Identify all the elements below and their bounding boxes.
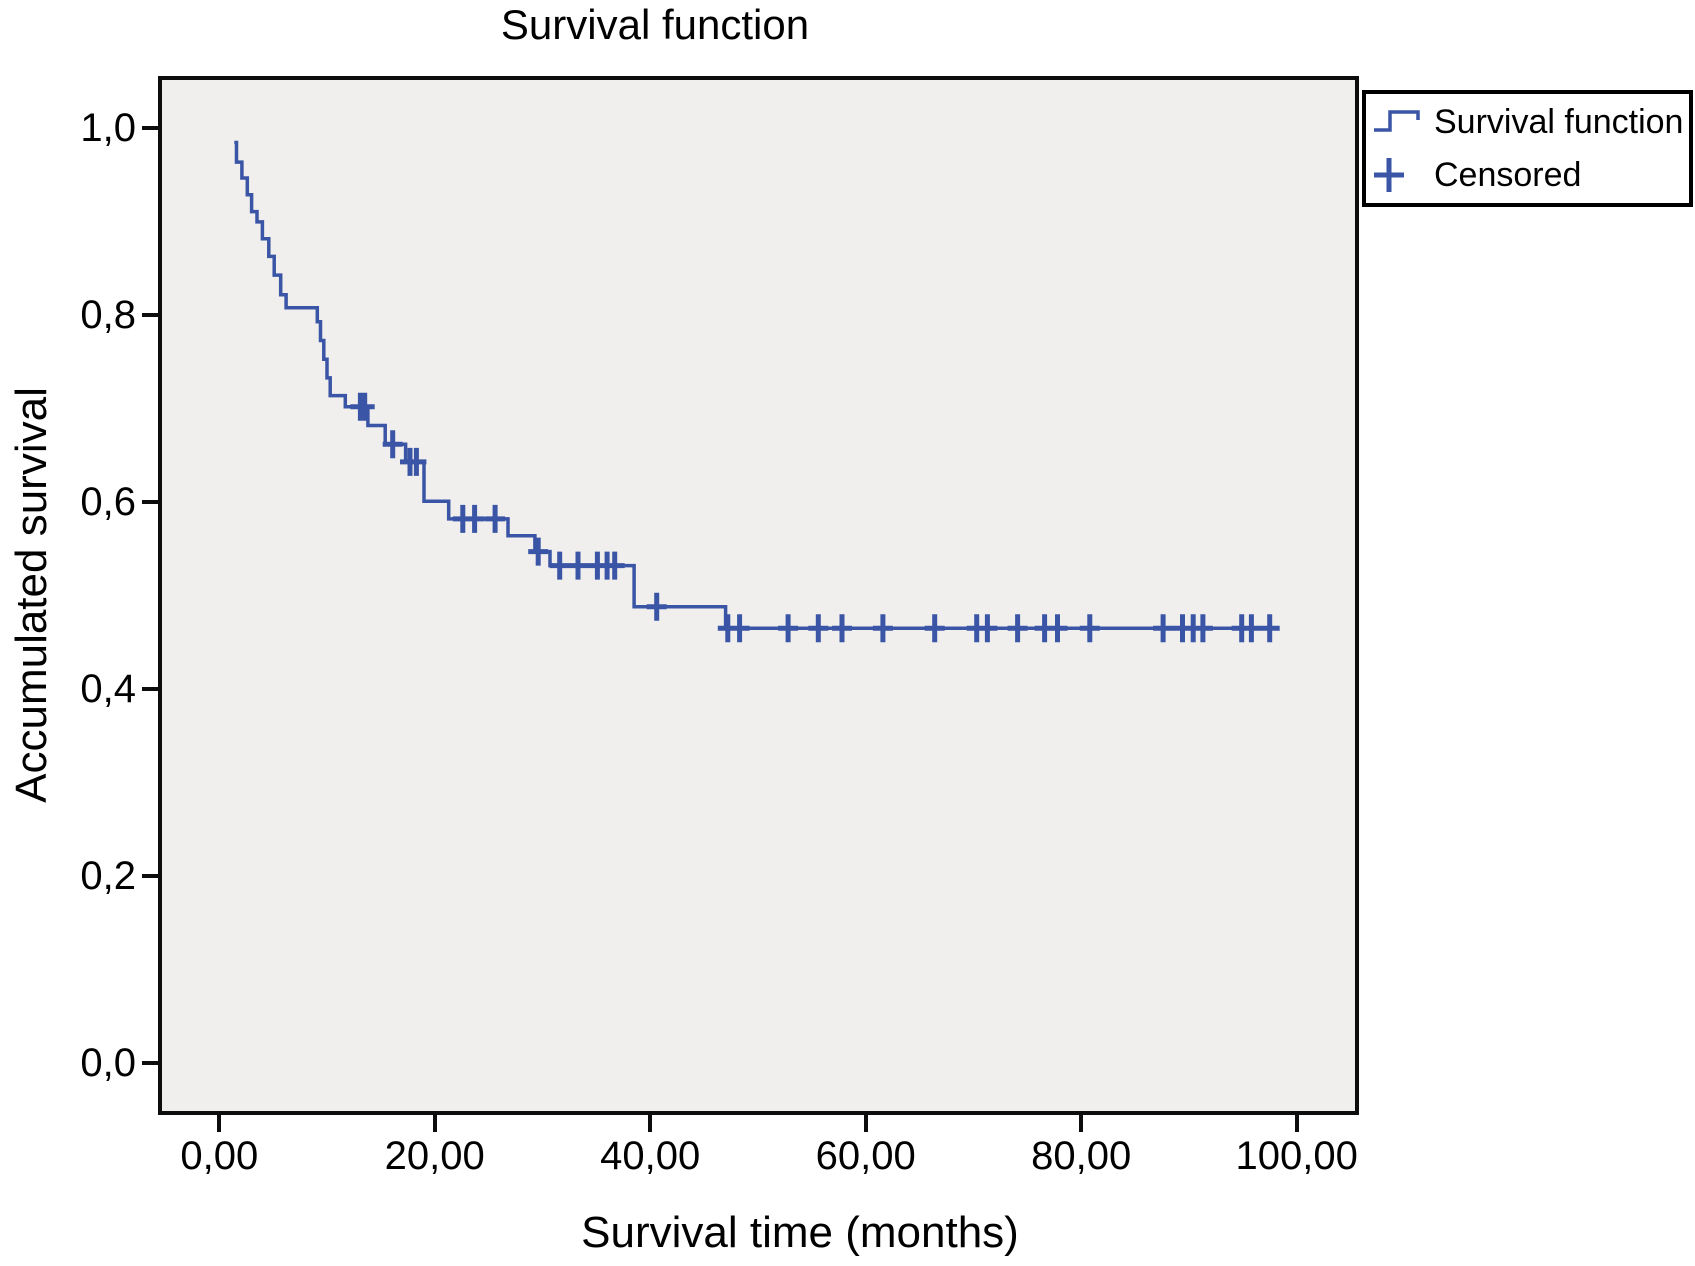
- x-tick-mark: [863, 1115, 868, 1132]
- x-tick-label: 0,00: [180, 1134, 259, 1178]
- plus-icon: [1372, 155, 1434, 195]
- y-axis-label: Accumulated survival: [7, 387, 56, 803]
- y-tick-mark: [142, 1060, 159, 1065]
- y-tick-label: 0,4: [80, 666, 136, 711]
- y-tick-mark: [142, 313, 159, 318]
- x-tick-mark: [217, 1115, 222, 1132]
- y-tick-label: 0,2: [80, 853, 136, 898]
- x-tick-label: 80,00: [1031, 1134, 1132, 1178]
- y-tick-label: 0,8: [80, 293, 136, 338]
- y-tick-mark: [142, 500, 159, 505]
- x-tick-mark: [648, 1115, 653, 1132]
- plot-area: [158, 76, 1359, 1115]
- legend-item-survival-function: Survival function: [1372, 97, 1689, 147]
- x-tick-mark: [1079, 1115, 1084, 1132]
- step-line-icon: [1372, 105, 1434, 139]
- y-tick-mark: [142, 686, 159, 691]
- x-axis-label: Survival time (months): [581, 1208, 1019, 1257]
- x-tick-mark: [432, 1115, 437, 1132]
- legend-label: Censored: [1434, 155, 1582, 194]
- chart-title: Survival function: [500, 1, 810, 48]
- y-tick-label: 0,0: [80, 1040, 136, 1085]
- x-tick-label: 100,00: [1235, 1134, 1358, 1178]
- y-tick-label: 1,0: [80, 106, 136, 151]
- y-tick-mark: [142, 126, 159, 131]
- x-tick-label: 60,00: [815, 1134, 916, 1178]
- y-tick-mark: [142, 873, 159, 878]
- survival-curve: [234, 140, 1279, 630]
- y-tick-label: 0,6: [80, 480, 136, 525]
- censored-marks: [350, 392, 1280, 643]
- x-tick-mark: [1294, 1115, 1299, 1132]
- legend-label: Survival function: [1434, 103, 1684, 142]
- x-tick-label: 20,00: [384, 1134, 485, 1178]
- legend-item-censored: Censored: [1372, 150, 1689, 200]
- plot-canvas: [234, 140, 1280, 643]
- legend: Survival function Censored: [1362, 90, 1693, 207]
- x-tick-label: 40,00: [600, 1134, 701, 1178]
